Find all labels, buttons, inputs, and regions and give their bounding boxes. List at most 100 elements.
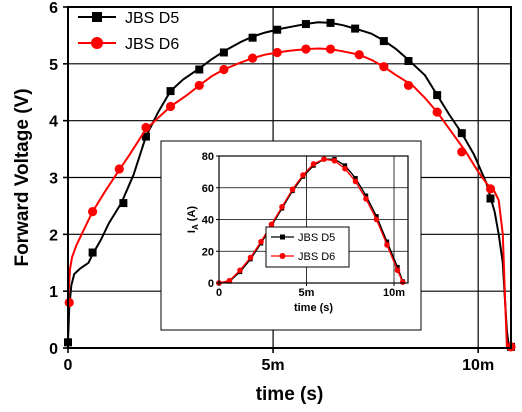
main-point-jbs-d5-14	[433, 91, 442, 100]
main-point-jbs-d5-10	[326, 18, 335, 27]
inset-legend-marker-jbs-d6	[279, 253, 286, 259]
inset-point-jbs-d6-16	[384, 242, 390, 248]
inset-point-jbs-d6-12	[342, 165, 348, 172]
main-plot: 0 5m 10m 0 1 2 3 4 5 6 time (s) Forward Voltage (…	[12, 0, 516, 405]
inset-series-jbs-d6	[216, 156, 406, 286]
main-point-jbs-d6-14	[432, 107, 442, 117]
inset-point-jbs-d6-7	[289, 186, 296, 193]
inset-y-tick-label-3: 60	[202, 183, 214, 195]
main-legend: JBS D5 JBS D6	[78, 10, 179, 53]
inset-point-jbs-d6-11	[331, 157, 338, 164]
inset-point-jbs-d6-2	[237, 267, 243, 274]
main-point-jbs-d5-12	[379, 37, 388, 46]
inset-axis-ticks: 0 5m 10m 0 20 40 60 80	[202, 151, 405, 299]
inset-y-tick-label-1: 20	[202, 246, 214, 258]
main-y-tick-label-4: 4	[49, 114, 58, 131]
inset-x-tick-label-0: 0	[216, 287, 222, 299]
main-y-tick-label-1: 1	[49, 284, 58, 301]
main-y-tick-label-3: 3	[49, 171, 58, 188]
inset-y-axis-title: IA (A)	[186, 206, 200, 234]
main-x-tick-label-2: 10m	[462, 357, 494, 374]
inset-legend-label-jbs-d5: JBS D5	[298, 232, 335, 244]
inset-x-tick-label-2: 10m	[383, 287, 405, 299]
inset-point-jbs-d6-17	[394, 267, 401, 274]
main-point-jbs-d5-1	[88, 248, 97, 257]
main-point-jbs-d5-13	[404, 56, 413, 65]
main-y-tick-label-6: 6	[49, 0, 58, 17]
inset-y-tick-label-4: 80	[202, 151, 214, 163]
main-series-line-jbs-d6	[67, 47, 508, 347]
inset-point-jbs-d6-3	[247, 254, 254, 261]
inset-legend: JBS D5 JBS D6	[265, 226, 350, 268]
inset-point-jbs-d5-14	[363, 193, 369, 198]
inset-point-jbs-d6-9	[310, 161, 317, 167]
main-series-jbs-d6	[64, 44, 516, 352]
main-point-jbs-d6-9	[301, 44, 311, 54]
inset-point-jbs-d6-8	[300, 172, 306, 178]
legend-label-jbs-d5: JBS D5	[125, 10, 179, 27]
main-y-tick-label-2: 2	[49, 227, 58, 244]
main-point-jbs-d5-5	[195, 65, 204, 74]
inset-point-jbs-d6-14	[363, 196, 369, 202]
inset-y-axis-title-unit: (A)	[186, 206, 198, 225]
inset-point-jbs-d6-6	[279, 204, 285, 210]
main-point-jbs-d5-6	[219, 48, 228, 57]
main-point-jbs-d6-11	[354, 50, 364, 60]
inset-legend-box	[265, 226, 350, 268]
inset-y-tick-label-0: 0	[208, 278, 214, 290]
main-y-axis-title: Forward Voltage (V)	[12, 88, 33, 266]
main-point-jbs-d5-7	[248, 33, 257, 42]
inset-y-axis-title-symbol: I	[186, 230, 198, 233]
main-point-jbs-d5-15	[457, 129, 466, 138]
main-x-axis-title: time (s)	[256, 384, 324, 405]
main-point-jbs-d6-10	[325, 44, 336, 54]
main-point-jbs-d5-4	[166, 87, 175, 96]
inset-point-jbs-d5-13	[353, 176, 358, 181]
legend-marker-jbs-d5	[92, 12, 102, 22]
main-point-jbs-d6-0	[64, 297, 74, 308]
inset-point-jbs-d6-18	[399, 279, 406, 286]
inset-point-jbs-d5-15	[374, 214, 379, 219]
main-point-jbs-d6-5	[194, 80, 204, 91]
main-y-tick-label-5: 5	[49, 57, 58, 74]
main-point-jbs-d5-11	[351, 24, 360, 33]
inset-legend-label-jbs-d6: JBS D6	[298, 251, 335, 263]
inset-point-jbs-d6-5	[268, 221, 275, 228]
main-point-jbs-d5-16	[486, 194, 495, 203]
main-point-jbs-d5-3	[141, 132, 150, 141]
main-point-jbs-d5-2	[119, 199, 128, 208]
inset-y-axis-title-subscript: A	[191, 224, 200, 230]
main-point-jbs-d6-2	[114, 164, 124, 174]
inset-point-jbs-d5-16	[384, 239, 390, 244]
main-point-jbs-d6-4	[165, 101, 176, 112]
inset-y-tick-label-2: 40	[202, 215, 214, 227]
main-point-jbs-d6-3	[141, 122, 151, 133]
inset-point-jbs-d6-13	[352, 178, 359, 185]
main-point-jbs-d6-6	[219, 64, 229, 75]
main-point-jbs-d6-15	[457, 147, 467, 157]
main-point-jbs-d6-13	[403, 80, 414, 91]
inset-point-jbs-d6-1	[226, 277, 233, 284]
main-x-tick-label-0: 0	[64, 357, 73, 374]
inset-point-jbs-d5-12	[342, 163, 348, 168]
main-axis-ticks: 0 5m 10m 0 1 2 3 4 5 6	[49, 0, 494, 374]
inset-chart: 0 5m 10m 0 20 40 60 80 time (s) IA (A) JBS D5 J…	[160, 140, 422, 331]
inset-legend-marker-jbs-d5	[280, 234, 285, 240]
legend-marker-jbs-d6	[91, 37, 103, 49]
inset-point-jbs-d6-10	[321, 156, 327, 162]
inset-series-layer	[216, 156, 406, 286]
main-point-jbs-d6-8	[272, 47, 282, 58]
inset-x-tick-label-1: 5m	[299, 287, 315, 299]
main-point-jbs-d5-8	[273, 25, 282, 34]
inset-point-jbs-d5-17	[395, 264, 400, 270]
inset-point-jbs-d6-15	[373, 216, 380, 223]
main-series-line-jbs-d5	[67, 21, 510, 348]
main-x-tick-label-1: 5m	[262, 357, 285, 374]
main-point-jbs-d6-12	[379, 62, 389, 72]
main-point-jbs-d6-1	[88, 207, 98, 217]
main-point-jbs-d6-7	[247, 53, 258, 63]
legend-label-jbs-d6: JBS D6	[125, 36, 179, 53]
main-y-tick-label-0: 0	[49, 341, 58, 358]
inset-point-jbs-d6-4	[258, 238, 264, 245]
